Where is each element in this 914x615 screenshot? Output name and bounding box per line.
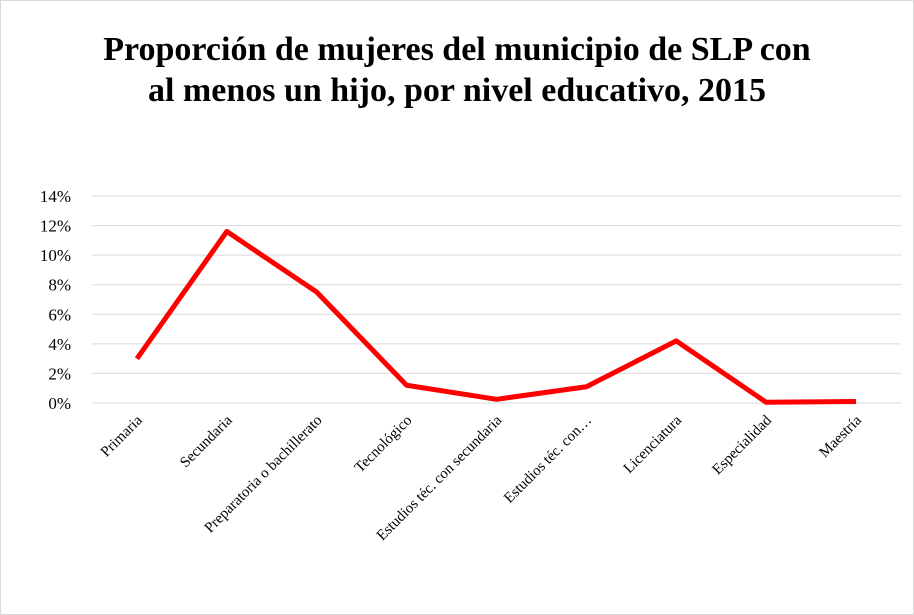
chart-title: Proporción de mujeres del municipio de S… bbox=[103, 31, 811, 109]
y-tick-label: 8% bbox=[48, 276, 71, 295]
x-tick-label: Maestría bbox=[816, 412, 865, 461]
x-tick-label: Licenciatura bbox=[621, 412, 686, 477]
y-tick-label: 14% bbox=[40, 187, 71, 206]
y-tick-label: 6% bbox=[48, 305, 71, 324]
x-tick-label: Estudios téc. con… bbox=[501, 413, 595, 507]
y-tick-label: 12% bbox=[40, 217, 71, 236]
x-tick-label: Secundaria bbox=[177, 412, 236, 471]
y-tick-label: 4% bbox=[48, 335, 71, 354]
y-tick-label: 10% bbox=[40, 246, 71, 265]
data-line bbox=[134, 228, 857, 405]
y-tick-label: 2% bbox=[48, 364, 71, 383]
x-tick-label: Tecnológico bbox=[352, 413, 416, 477]
y-tick-label: 0% bbox=[48, 394, 71, 413]
x-tick-label: Especialidad bbox=[709, 412, 775, 478]
x-tick-label: Primaria bbox=[98, 412, 146, 460]
